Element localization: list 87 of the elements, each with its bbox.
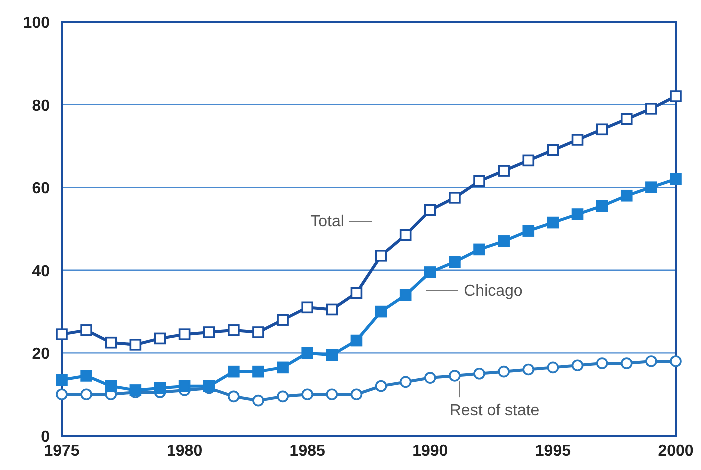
point — [596, 200, 608, 212]
point — [400, 289, 412, 302]
point — [326, 349, 338, 362]
point — [400, 376, 412, 388]
point — [670, 356, 682, 368]
point — [80, 324, 92, 336]
point — [350, 287, 363, 300]
point — [522, 154, 535, 167]
point — [620, 358, 633, 370]
point — [596, 358, 608, 370]
point — [154, 382, 166, 394]
point — [424, 372, 436, 384]
point — [326, 304, 338, 316]
point — [178, 328, 191, 340]
point — [670, 90, 682, 102]
point — [56, 388, 68, 400]
point — [474, 175, 486, 188]
y-tick-label: 100 — [23, 15, 50, 32]
y-tick-label: 60 — [32, 180, 50, 198]
point — [620, 190, 633, 202]
point — [203, 326, 216, 338]
point — [130, 339, 142, 351]
point — [449, 192, 461, 204]
point — [498, 366, 510, 378]
point — [277, 362, 289, 374]
x-tick-label: 1975 — [44, 443, 80, 460]
series-label: Chicago — [464, 282, 523, 300]
y-tick-label: 20 — [32, 346, 50, 364]
point — [646, 356, 658, 368]
x-tick-label: 1985 — [290, 443, 326, 460]
point — [596, 124, 608, 136]
point — [277, 390, 289, 403]
x-tick-label: 1990 — [412, 443, 448, 460]
x-tick-label: 1995 — [535, 443, 572, 460]
point — [252, 366, 264, 378]
point — [228, 324, 240, 336]
point — [449, 256, 461, 268]
y-tick-label: 80 — [32, 98, 50, 115]
point — [646, 182, 658, 194]
point — [498, 236, 510, 248]
point — [252, 326, 264, 338]
point — [350, 388, 363, 400]
point — [178, 380, 191, 392]
point — [620, 113, 633, 126]
point — [522, 364, 535, 376]
point — [670, 173, 682, 186]
series-label: Rest of state — [450, 402, 540, 420]
point — [547, 144, 560, 156]
point — [80, 370, 92, 382]
x-tick-label: 1980 — [167, 443, 203, 460]
point — [302, 302, 314, 314]
x-tick-label: 2000 — [658, 443, 694, 460]
point — [400, 229, 412, 242]
point — [572, 134, 584, 146]
point — [375, 306, 388, 318]
point — [302, 388, 314, 400]
point — [154, 332, 166, 345]
point — [474, 244, 486, 256]
point — [572, 208, 584, 220]
point — [105, 380, 118, 392]
point — [228, 366, 240, 378]
point — [522, 225, 535, 237]
point — [375, 380, 388, 392]
point — [252, 394, 264, 407]
point — [547, 216, 560, 229]
point — [80, 388, 92, 400]
y-tick-label: 0 — [41, 429, 50, 446]
point — [498, 165, 510, 177]
point — [424, 266, 436, 278]
point — [474, 368, 486, 380]
point — [203, 380, 216, 392]
point — [646, 103, 658, 115]
point — [228, 390, 240, 403]
point — [449, 370, 461, 382]
point — [350, 334, 363, 347]
point — [547, 362, 560, 374]
point — [277, 314, 289, 326]
text: Total — [310, 213, 344, 230]
point — [572, 360, 584, 372]
point — [56, 328, 68, 340]
point — [56, 374, 68, 386]
point — [375, 250, 388, 262]
y-tick-label: 40 — [32, 263, 50, 280]
point — [105, 336, 118, 349]
point — [302, 347, 314, 360]
point — [326, 388, 338, 400]
point — [424, 204, 436, 216]
